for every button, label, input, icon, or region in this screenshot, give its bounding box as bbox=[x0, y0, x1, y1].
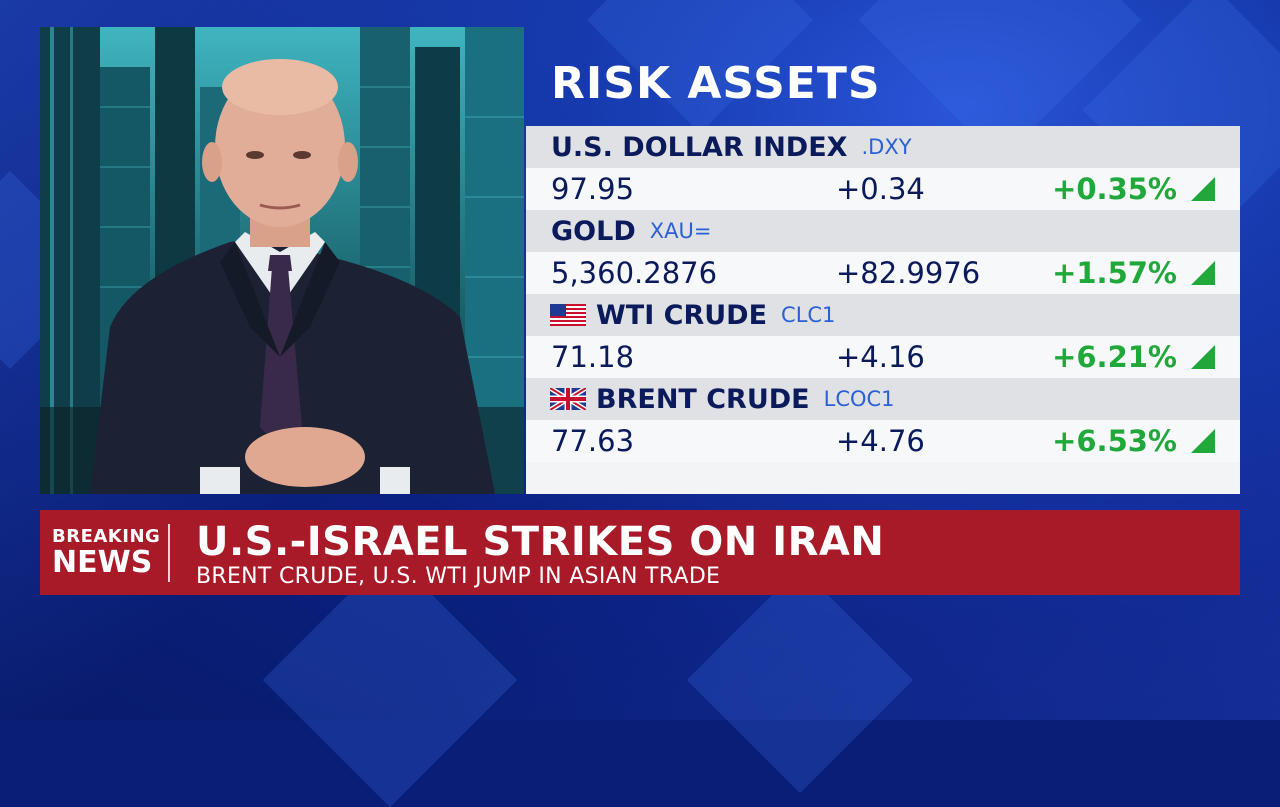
uk-flag-icon bbox=[550, 388, 586, 410]
asset-percent-change: +1.57% bbox=[1052, 256, 1177, 290]
asset-name: GOLD bbox=[551, 215, 636, 247]
asset-value-row: 5,360.2876 +82.9976 +1.57% bbox=[526, 252, 1240, 294]
asset-name-row: BRENT CRUDE LCOC1 bbox=[526, 378, 1240, 420]
asset-price: 77.63 bbox=[551, 424, 635, 458]
asset-value-row: 71.18 +4.16 +6.21% bbox=[526, 336, 1240, 378]
asset-name-row: WTI CRUDE CLC1 bbox=[526, 294, 1240, 336]
banner-divider bbox=[168, 524, 170, 582]
asset-change: +0.34 bbox=[836, 172, 925, 206]
up-triangle-icon bbox=[1191, 177, 1215, 201]
us-flag-icon bbox=[550, 304, 586, 326]
panel-title: RISK ASSETS bbox=[551, 58, 881, 109]
risk-assets-panel: U.S. DOLLAR INDEX .DXY 97.95 +0.34 +0.35… bbox=[526, 126, 1240, 494]
subheadline: BRENT CRUDE, U.S. WTI JUMP IN ASIAN TRAD… bbox=[196, 564, 721, 589]
asset-name: U.S. DOLLAR INDEX bbox=[551, 131, 848, 163]
asset-ticker: .DXY bbox=[861, 135, 912, 159]
asset-price: 5,360.2876 bbox=[551, 256, 718, 290]
up-triangle-icon bbox=[1191, 345, 1215, 369]
up-triangle-icon bbox=[1191, 429, 1215, 453]
asset-name: WTI CRUDE bbox=[596, 299, 768, 331]
asset-value-row: 77.63 +4.76 +6.53% bbox=[526, 420, 1240, 462]
background-cube bbox=[686, 566, 914, 794]
asset-name-row: U.S. DOLLAR INDEX .DXY bbox=[526, 126, 1240, 168]
asset-price: 71.18 bbox=[551, 340, 635, 374]
presenter-figure bbox=[90, 59, 495, 494]
asset-change: +4.76 bbox=[836, 424, 925, 458]
badge-line-breaking: BREAKING bbox=[52, 526, 161, 547]
breaking-news-banner: BREAKING NEWS U.S.-ISRAEL STRIKES ON IRA… bbox=[40, 510, 1240, 595]
asset-percent-change: +6.21% bbox=[1052, 340, 1177, 374]
asset-percent-change: +6.53% bbox=[1052, 424, 1177, 458]
asset-name-row: GOLD XAU= bbox=[526, 210, 1240, 252]
anchor-video-feed bbox=[40, 27, 524, 494]
asset-ticker: CLC1 bbox=[781, 303, 836, 327]
headline: U.S.-ISRAEL STRIKES ON IRAN bbox=[196, 519, 885, 565]
asset-percent-change: +0.35% bbox=[1052, 172, 1177, 206]
asset-ticker: XAU= bbox=[649, 219, 712, 243]
asset-ticker: LCOC1 bbox=[823, 387, 895, 411]
badge-line-news: NEWS bbox=[52, 545, 153, 580]
asset-value-row: 97.95 +0.34 +0.35% bbox=[526, 168, 1240, 210]
asset-price: 97.95 bbox=[551, 172, 635, 206]
breaking-news-badge: BREAKING NEWS bbox=[52, 528, 160, 578]
up-triangle-icon bbox=[1191, 261, 1215, 285]
asset-change: +4.16 bbox=[836, 340, 925, 374]
asset-change: +82.9976 bbox=[836, 256, 981, 290]
asset-name: BRENT CRUDE bbox=[596, 383, 810, 415]
